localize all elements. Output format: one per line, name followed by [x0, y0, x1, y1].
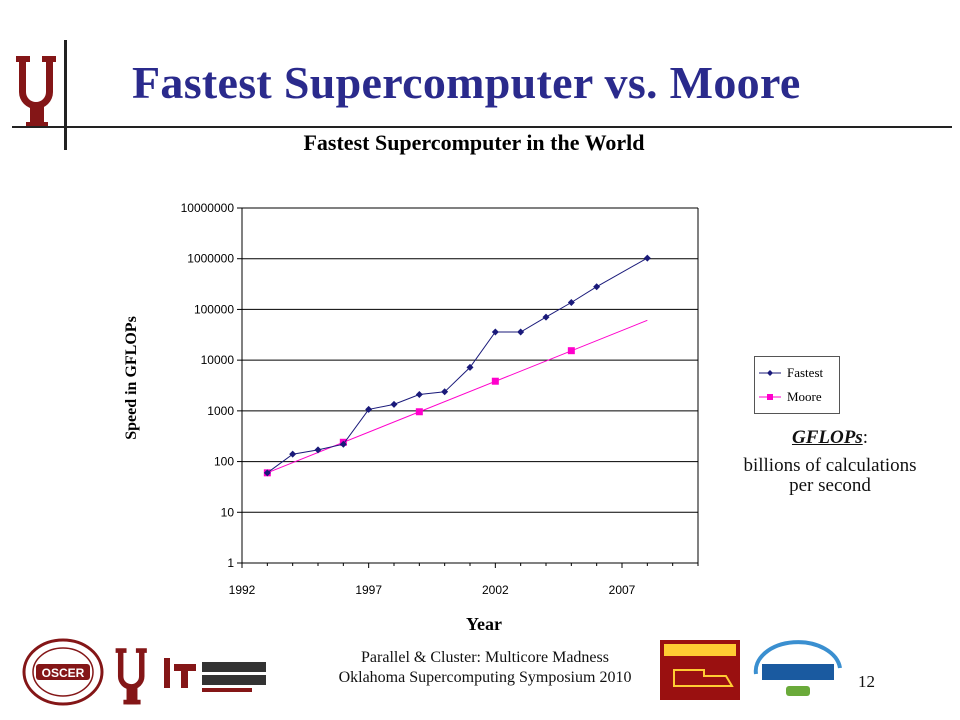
- footer-text: Parallel & Cluster: Multicore Madness Ok…: [300, 648, 670, 688]
- series-line-fastest: [267, 257, 648, 474]
- chart-title: Fastest Supercomputer in the World: [303, 130, 644, 155]
- footer-line-1: Parallel & Cluster: Multicore Madness: [361, 649, 609, 666]
- data-point-fastest: [289, 450, 297, 458]
- y-tick-label: 100: [214, 455, 234, 469]
- legend-item-fastest: Fastest: [759, 364, 823, 382]
- y-axis-label: Speed in GFLOPs: [123, 316, 140, 440]
- x-tick-label: 2007: [609, 583, 636, 597]
- slide-title: Fastest Supercomputer vs. Moore: [132, 57, 801, 108]
- data-point-fastest: [365, 405, 373, 413]
- y-tick-label: 10: [221, 505, 235, 519]
- gflops-definition-text: billions of calculations per second: [743, 455, 917, 496]
- y-tick-label: 1: [227, 556, 234, 570]
- chart-legend: Fastest Moore: [754, 356, 840, 414]
- symposium-2010-logo: [660, 640, 740, 700]
- svg-text:OSCER: OSCER: [42, 666, 85, 680]
- ou-it-logo: [164, 658, 266, 692]
- ou-logo: [16, 56, 56, 128]
- y-tick-label: 1000000: [187, 252, 234, 266]
- header-horizontal-rule: [12, 126, 952, 128]
- footer-line-2: Oklahoma Supercomputing Symposium 2010: [338, 669, 632, 686]
- data-point-fastest: [491, 328, 499, 336]
- gflops-term: GFLOPs: [791, 427, 863, 448]
- data-point-fastest: [263, 469, 271, 477]
- data-point-fastest: [466, 363, 474, 371]
- data-point-fastest: [441, 388, 449, 396]
- data-point-fastest: [339, 440, 347, 448]
- chart: Fastest Supercomputer in the World 1 10 100…: [123, 130, 699, 634]
- y-tick-label: 100000: [194, 302, 234, 316]
- y-tick-label: 10000: [201, 353, 235, 367]
- x-tick-label: 2002: [482, 583, 509, 597]
- y-tick-label: 1000: [207, 404, 234, 418]
- x-tick-label: 1992: [229, 583, 256, 597]
- data-point-fastest: [643, 254, 651, 262]
- legend-swatch-moore: [759, 394, 781, 400]
- data-point-fastest: [415, 391, 423, 399]
- data-point-fastest: [567, 299, 575, 307]
- data-point-fastest: [517, 328, 525, 336]
- x-axis-label: Year: [466, 614, 502, 634]
- header-vertical-rule: [64, 40, 67, 150]
- series-line-moore: [267, 319, 648, 474]
- data-point-moore: [415, 408, 423, 416]
- epscor-logo: [753, 640, 842, 696]
- legend-swatch-fastest: [759, 370, 781, 376]
- slide-number: 12: [858, 672, 875, 691]
- gflops-colon: :: [862, 427, 868, 448]
- ou-footer-logo: [115, 648, 147, 705]
- data-point-fastest: [314, 446, 322, 454]
- legend-item-moore: Moore: [759, 388, 822, 406]
- gflops-definition: GFLOPs: billions of calculations per sec…: [740, 428, 920, 496]
- data-point-fastest: [593, 283, 601, 291]
- y-tick-label: 10000000: [181, 201, 235, 215]
- x-tick-label: 1997: [355, 583, 382, 597]
- legend-label-fastest: Fastest: [787, 365, 824, 380]
- data-point-fastest: [542, 313, 550, 321]
- data-point-moore: [491, 377, 499, 385]
- data-point-moore: [567, 347, 575, 355]
- oscer-seal-logo: OSCER: [22, 638, 104, 706]
- legend-label-moore: Moore: [787, 389, 822, 404]
- data-point-fastest: [390, 400, 398, 408]
